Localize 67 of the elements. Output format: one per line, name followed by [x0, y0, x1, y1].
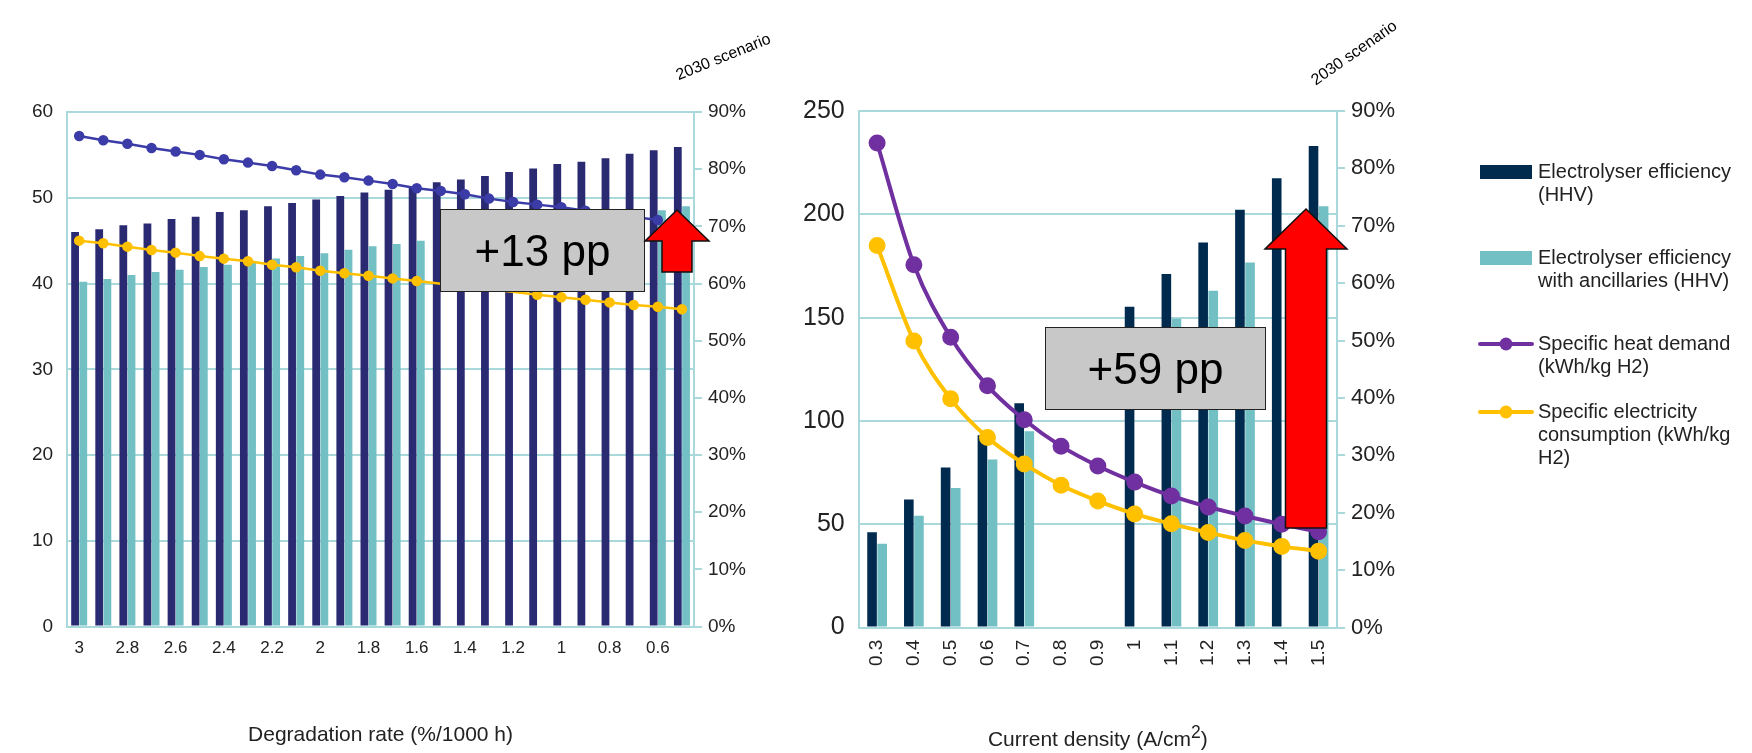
x-tick-label: 2.8	[115, 638, 140, 658]
y2-tick-label: 50%	[1350, 326, 1396, 352]
x-tick-label: 0.6	[975, 639, 997, 667]
x-tick-label: 1	[556, 638, 567, 658]
y-tick-label: 20	[31, 443, 54, 465]
x-tick-label: 2.4	[212, 638, 236, 658]
y2-tick-label: 80%	[707, 157, 747, 179]
y2-tick-label: 20%	[707, 500, 747, 522]
x-tick-label: 1.6	[404, 638, 429, 658]
x-tick-label: 3	[74, 638, 84, 658]
y2-tick-label: 70%	[707, 214, 747, 236]
x-tick-label: 0.5	[938, 639, 960, 667]
x-tick-label: 0.6	[645, 638, 670, 658]
x-axis-title: Current density (A/cm$^{2}$)	[987, 722, 1208, 751]
y-tick-label: 30	[31, 357, 54, 379]
y-tick-label: 50	[816, 508, 845, 537]
y2-tick-label: 30%	[1350, 441, 1396, 467]
y-tick-label: 100	[802, 404, 845, 433]
x-tick-label: 0.8	[597, 638, 622, 658]
x-tick-label: 1.5	[1306, 639, 1328, 667]
x-tick-label: 1.1	[1159, 639, 1181, 667]
y2-tick-label: 20%	[1350, 498, 1396, 524]
y2-tick-label: 40%	[1350, 384, 1396, 410]
y-tick-label: 200	[802, 198, 845, 227]
y2-tick-label: 40%	[707, 386, 747, 408]
y-tick-label: 150	[802, 301, 845, 330]
y2-tick-label: 80%	[1350, 154, 1396, 180]
x-tick-label: 2.6	[163, 638, 188, 658]
legend-label: Specific heat demand (kWh/kg H2)	[1538, 332, 1732, 378]
x-tick-label: 2.2	[260, 638, 284, 658]
y2-tick-label: 70%	[1350, 211, 1396, 237]
x-tick-label: 1.4	[1270, 639, 1292, 667]
x-tick-label: 2	[315, 638, 326, 658]
x-tick-label: 0.7	[1012, 639, 1034, 667]
y-tick-label: 50	[31, 186, 54, 207]
y2-tick-label: 10%	[707, 557, 747, 579]
y2-tick-label: 60%	[707, 271, 747, 293]
y-tick-label: 10	[31, 529, 54, 551]
y-tick-label: 60	[31, 100, 54, 122]
y2-tick-label: 90%	[707, 100, 747, 122]
legend-label: Specific electricity consumption (kWh/kg H2)	[1538, 400, 1732, 469]
x-tick-label: 1.2	[1196, 639, 1218, 667]
x-tick-label: 1.2	[501, 638, 525, 658]
x-tick-label: 1.8	[356, 638, 381, 658]
y2-tick-label: 90%	[1350, 97, 1396, 123]
x-tick-label: 0.4	[902, 639, 924, 667]
x-tick-label: 1.4	[453, 638, 477, 658]
x-tick-label: 0.9	[1086, 639, 1108, 667]
x-tick-label: 0.8	[1049, 639, 1071, 667]
y2-tick-label: 50%	[707, 328, 747, 350]
annotation: +59 pp	[1045, 327, 1266, 410]
legend-label: Electrolyser efficiency (HHV)	[1538, 160, 1733, 206]
y2-tick-label: 0%	[1350, 613, 1383, 639]
x-axis-title: Degradation rate (%/1000 h)	[248, 722, 514, 746]
y2-tick-label: 60%	[1350, 269, 1396, 295]
x-tick-label: 0.3	[865, 639, 887, 667]
y2-tick-label: 10%	[1350, 556, 1396, 582]
y-tick-label: 0	[42, 614, 54, 636]
x-tick-label: 1	[1122, 639, 1144, 651]
x-tick-label: 1.3	[1233, 639, 1255, 667]
y2-tick-label: 30%	[707, 443, 747, 465]
y2-tick-label: 0%	[707, 614, 736, 636]
annotation: +13 pp	[440, 209, 645, 292]
y-tick-label: 250	[802, 94, 845, 123]
legend-label: Electrolyser efficiency with ancillaries (HHV)	[1538, 246, 1733, 292]
y-tick-label: 40	[31, 271, 54, 293]
y-tick-label: 0	[830, 611, 845, 640]
